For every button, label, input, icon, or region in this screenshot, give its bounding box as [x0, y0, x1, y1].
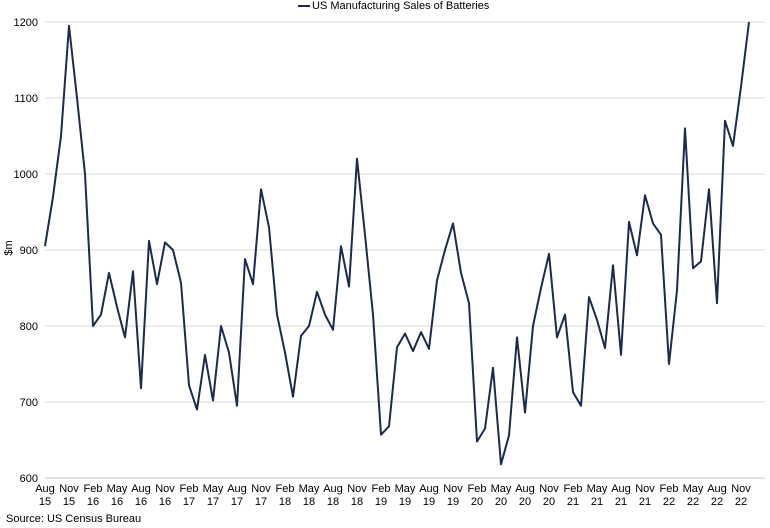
x-tick-label-year: 17 — [183, 496, 195, 508]
x-tick-label-year: 21 — [639, 496, 651, 508]
x-tick-label-month: Feb — [660, 483, 679, 495]
legend-label: US Manufacturing Sales of Batteries — [312, 0, 490, 12]
x-tick-label-month: May — [203, 483, 224, 495]
x-tick-label-month: May — [491, 483, 512, 495]
x-tick-label-month: Aug — [419, 483, 439, 495]
x-tick-label-month: Feb — [468, 483, 487, 495]
x-tick-label-month: May — [107, 483, 128, 495]
legend-line-swatch — [298, 5, 310, 7]
y-tick-label: 600 — [20, 473, 38, 485]
x-tick-label-year: 17 — [207, 496, 219, 508]
y-tick-label: 1200 — [14, 17, 38, 29]
y-axis-tick-labels: 600 700 800 900 1000 1100 1200 — [14, 17, 38, 485]
x-tick-label-month: Nov — [635, 483, 655, 495]
source-note: Source: US Census Bureau — [6, 513, 142, 525]
y-tick-label: 900 — [20, 245, 38, 257]
x-tick-label-year: 19 — [447, 496, 459, 508]
gridlines — [45, 21, 765, 403]
x-tick-label-month: Nov — [59, 483, 79, 495]
x-tick-label-month: Aug — [227, 483, 247, 495]
x-tick-label-month: Feb — [180, 483, 199, 495]
x-tick-label-year: 18 — [351, 496, 363, 508]
y-axis-label: $m — [3, 240, 15, 256]
x-tick-label-year: 16 — [159, 496, 171, 508]
x-tick-label-year: 21 — [567, 496, 579, 508]
x-axis-tick-labels: Aug15Nov15Feb16May16Aug16Nov16Feb17May17… — [35, 483, 751, 508]
x-tick-label-year: 22 — [687, 496, 699, 508]
x-tick-label-month: Aug — [35, 483, 55, 495]
x-tick-label-month: Nov — [443, 483, 463, 495]
y-tick-label: 800 — [20, 321, 38, 333]
x-tick-label-month: Nov — [539, 483, 559, 495]
x-tick-label-year: 16 — [87, 496, 99, 508]
x-tick-label-month: Feb — [372, 483, 391, 495]
x-tick-label-year: 19 — [375, 496, 387, 508]
x-tick-label-month: May — [587, 483, 608, 495]
x-tick-label-month: Nov — [731, 483, 751, 495]
x-tick-label-year: 22 — [735, 496, 747, 508]
x-tick-label-year: 20 — [519, 496, 531, 508]
x-tick-label-year: 18 — [327, 496, 339, 508]
x-tick-label-year: 20 — [471, 496, 483, 508]
x-tick-label-year: 19 — [399, 496, 411, 508]
x-tick-label-year: 20 — [543, 496, 555, 508]
x-tick-label-month: May — [299, 483, 320, 495]
x-tick-label-month: Feb — [84, 483, 103, 495]
x-tick-label-month: Feb — [564, 483, 583, 495]
x-tick-label-month: May — [683, 483, 704, 495]
x-tick-label-month: Aug — [131, 483, 151, 495]
x-tick-label-month: Feb — [276, 483, 295, 495]
x-tick-label-month: May — [395, 483, 416, 495]
x-tick-label-year: 18 — [303, 496, 315, 508]
x-tick-label-year: 21 — [591, 496, 603, 508]
x-tick-label-year: 16 — [135, 496, 147, 508]
x-tick-label-year: 22 — [663, 496, 675, 508]
x-tick-label-year: 17 — [231, 496, 243, 508]
x-tick-label-year: 15 — [39, 496, 51, 508]
x-tick-label-month: Aug — [611, 483, 631, 495]
x-tick-label-year: 18 — [279, 496, 291, 508]
x-tick-label-month: Aug — [323, 483, 343, 495]
x-tick-label-year: 22 — [711, 496, 723, 508]
x-tick-label-year: 19 — [423, 496, 435, 508]
x-tick-label-year: 17 — [255, 496, 267, 508]
x-tick-label-year: 21 — [615, 496, 627, 508]
x-tick-label-year: 16 — [111, 496, 123, 508]
legend: US Manufacturing Sales of Batteries — [298, 0, 489, 12]
x-tick-label-year: 15 — [63, 496, 75, 508]
x-tick-label-year: 20 — [495, 496, 507, 508]
x-tick-label-month: Aug — [515, 483, 535, 495]
series-line-battery-sales — [44, 21, 750, 466]
y-tick-label: 1000 — [14, 169, 38, 181]
y-tick-label: 700 — [20, 397, 38, 409]
x-tick-label-month: Aug — [707, 483, 727, 495]
y-tick-label: 1100 — [14, 93, 38, 105]
x-tick-label-month: Nov — [251, 483, 271, 495]
x-tick-label-month: Nov — [155, 483, 175, 495]
x-tick-label-month: Nov — [347, 483, 367, 495]
